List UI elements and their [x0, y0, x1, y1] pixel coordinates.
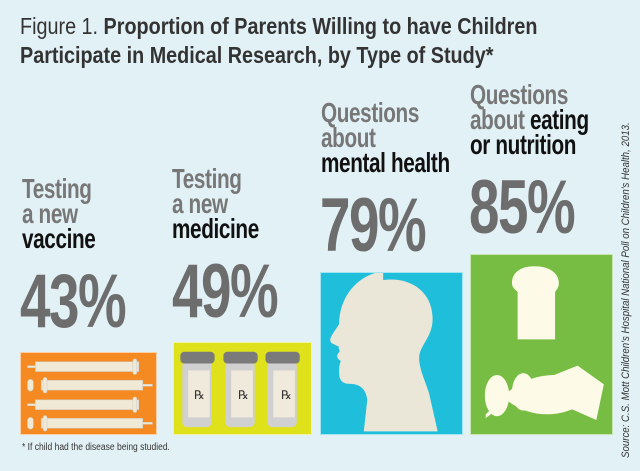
value-label-mental-health: 79%: [320, 183, 427, 268]
title-line-2: Participate in Medical Research, by Type…: [20, 42, 494, 68]
category-label-medicine: Testing a new medicine: [172, 163, 259, 244]
food-icon: [484, 266, 604, 420]
bar-mental-health: [320, 272, 463, 435]
footnote: * If child had the disease being studied…: [22, 442, 170, 453]
label-key: or nutrition: [470, 129, 577, 160]
source-note: Source: C.S. Mott Children's Hospital Na…: [620, 122, 632, 458]
head-silhouette-icon: [330, 273, 438, 432]
label-line: Questions: [470, 79, 568, 110]
category-label-vaccine: Testing a new vaccine: [22, 173, 96, 254]
label-key: mental health: [321, 147, 450, 178]
label-key: medicine: [172, 213, 259, 244]
value-label-nutrition: 85%: [469, 165, 576, 250]
rx-symbol: ℞: [238, 388, 249, 402]
label-key: vaccine: [22, 223, 96, 254]
label-line: Testing: [172, 163, 242, 194]
label-line: about: [470, 104, 530, 135]
pill-bottle-icon: [180, 351, 300, 428]
chart-title: Figure 1. Proportion of Parents Willing …: [20, 12, 537, 70]
label-line: Testing: [22, 173, 92, 204]
value-label-medicine: 49%: [172, 249, 279, 334]
label-line: a new: [172, 188, 228, 219]
bar-medicine: ℞ ℞ ℞: [173, 342, 312, 435]
category-label-mental-health: Questions about mental health: [321, 97, 450, 178]
value-label-vaccine: 43%: [20, 259, 127, 344]
label-line: about: [321, 122, 376, 153]
label-line: a new: [22, 198, 78, 229]
figure-number: Figure 1.: [20, 13, 99, 39]
bar-vaccine: [20, 352, 157, 435]
rx-symbol: ℞: [281, 388, 292, 402]
category-label-nutrition: Questions about eating or nutrition: [470, 79, 589, 160]
label-line: Questions: [321, 97, 419, 128]
bar-nutrition: [470, 254, 613, 435]
syringe-icon: [27, 358, 153, 432]
rx-symbol: ℞: [194, 388, 205, 402]
label-key: eating: [529, 104, 589, 135]
title-line-1: Proportion of Parents Willing to have Ch…: [103, 13, 538, 39]
